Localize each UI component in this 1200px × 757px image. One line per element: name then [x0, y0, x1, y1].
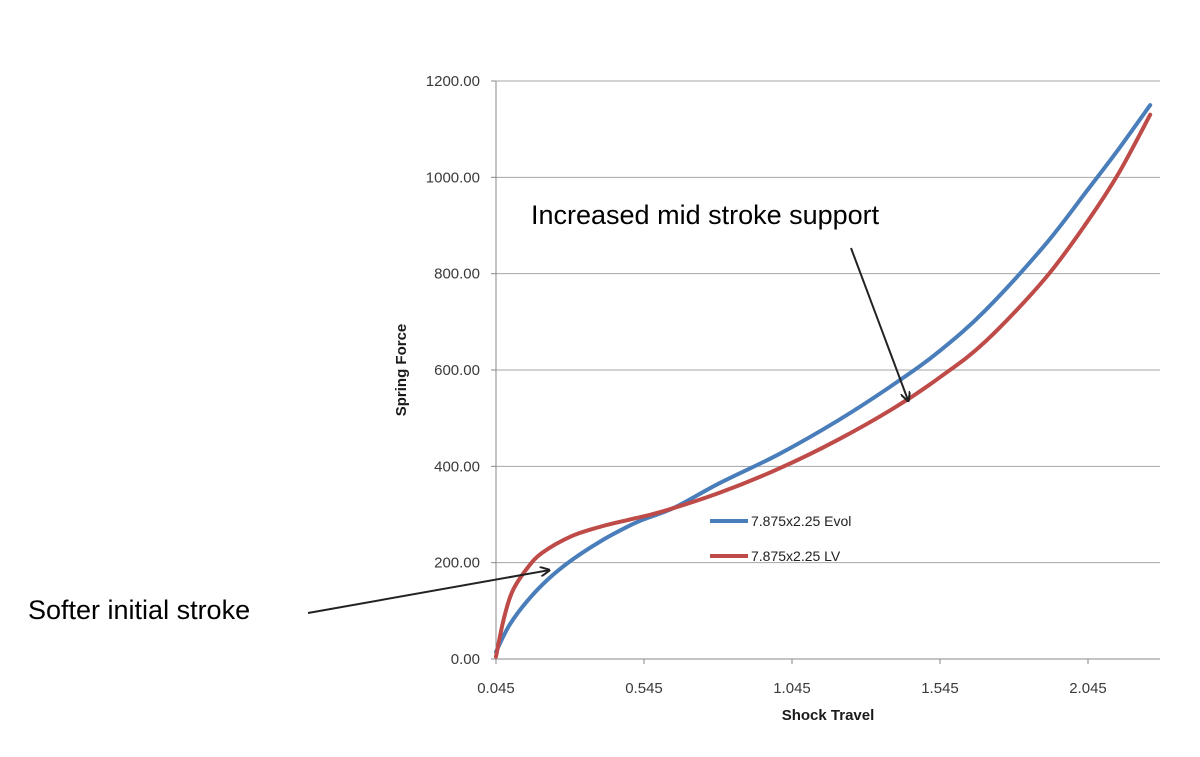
annotation-mid-stroke-arrow: [850, 247, 908, 400]
annotation-mid-stroke: Increased mid stroke support: [531, 200, 880, 230]
axes: 0.00 200.00 400.00 600.00 800.00 1000.00 1200.…: [393, 73, 1160, 724]
y-tick-label: 200.00: [434, 555, 480, 572]
x-tick-label: 0.545: [625, 680, 663, 697]
y-tick-label: 800.00: [434, 266, 480, 283]
series-lines: [494, 103, 1153, 659]
gridlines: [496, 80, 1160, 564]
annotations: Increased mid stroke support Softer initi…: [28, 200, 908, 625]
y-tick-label: 0.00: [451, 651, 480, 668]
annotation-initial-stroke-arrow: [307, 570, 548, 614]
series-line-evol: [494, 103, 1153, 654]
legend-label-evol: 7.875x2.25 Evol: [751, 513, 851, 529]
y-tick-label: 1200.00: [426, 73, 480, 90]
y-tick-label: 400.00: [434, 458, 480, 475]
x-tick-label: 2.045: [1069, 680, 1107, 697]
x-axis-title: Shock Travel: [782, 707, 875, 724]
x-tick-label: 1.045: [773, 680, 811, 697]
y-tick-label: 1000.00: [426, 169, 480, 186]
legend: 7.875x2.25 Evol 7.875x2.25 LV: [710, 513, 851, 564]
series-line-lv: [494, 112, 1153, 659]
legend-label-lv: 7.875x2.25 LV: [751, 548, 841, 564]
annotation-initial-stroke: Softer initial stroke: [28, 595, 250, 625]
y-tick-label: 600.00: [434, 362, 480, 379]
x-tick-label: 0.045: [477, 680, 515, 697]
y-axis-title: Spring Force: [393, 324, 410, 417]
x-tick-label: 1.545: [921, 680, 959, 697]
